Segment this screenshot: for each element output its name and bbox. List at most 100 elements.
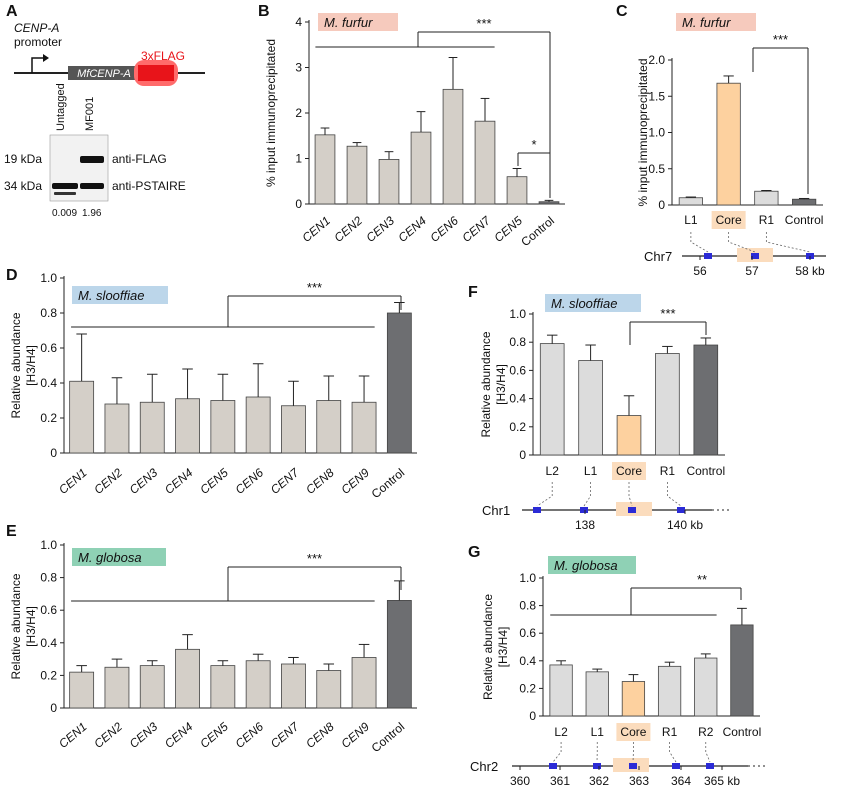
y-tick-label: 0.4	[509, 392, 526, 406]
y-axis-label: % input immunoprecipitated	[636, 58, 650, 206]
bar-l2	[549, 664, 573, 717]
significance-label: ***	[307, 280, 322, 295]
locus-marker	[751, 253, 759, 259]
bar-cen3	[139, 665, 165, 709]
category-label: CEN2	[91, 719, 125, 751]
quant-untagged: 0.009	[52, 208, 77, 219]
band-pstaire-2	[80, 183, 104, 189]
category-label: Control	[369, 466, 408, 502]
category-label: R2	[698, 725, 714, 739]
y-tick-label: 0.2	[40, 668, 57, 682]
y-tick-label: 0.6	[509, 363, 526, 377]
locus-connector	[690, 232, 709, 253]
category-label: CEN2	[91, 465, 125, 497]
bar-l1	[578, 360, 603, 456]
bar-cen2	[104, 403, 130, 454]
panel-letter-b: B	[258, 3, 270, 20]
species-tag-bg	[548, 556, 636, 574]
y-tick-label: 0	[50, 701, 57, 715]
category-label: L2	[546, 464, 560, 478]
y-axis-label: Relative abundance	[479, 331, 493, 437]
gene-box	[68, 66, 140, 80]
coordinate-label: 362	[589, 774, 609, 788]
locus-connector	[536, 482, 553, 507]
bar-cen4	[175, 398, 200, 454]
category-label: CEN9	[338, 465, 372, 497]
category-label: L2	[554, 725, 568, 739]
bar-cen5	[210, 400, 236, 454]
category-label: R1	[759, 213, 775, 227]
chart-panel-e: 0 0.2 0.4 0.6 0.8 1.0 Relative abundance [H3/H4…	[9, 538, 417, 755]
core-label-highlight	[616, 723, 651, 741]
promoter-arrow-icon	[31, 57, 46, 73]
species-tag-bg	[318, 13, 398, 31]
category-label: Control	[723, 725, 762, 739]
bar-core	[616, 415, 642, 456]
bar-cen6	[245, 396, 271, 454]
y-axis-label-2: [H3/H4]	[494, 364, 508, 405]
flag-box	[138, 65, 174, 81]
category-label: CEN6	[233, 465, 267, 497]
category-label: Core	[620, 725, 646, 739]
y-tick-label: 1	[295, 152, 302, 166]
y-tick-label: 0.8	[40, 306, 57, 320]
quant-mf001: 1.96	[82, 208, 102, 219]
bar-cen4	[175, 648, 200, 709]
y-tick-label: 1.0	[40, 271, 57, 285]
coordinate-label: 363	[629, 774, 649, 788]
coordinate-label: 138	[575, 518, 595, 532]
gene-label: MfCENP-A	[77, 68, 131, 80]
coordinate-label: 365 kb	[704, 774, 740, 788]
significance-label: ***	[307, 551, 322, 566]
panel-letter-f: F	[468, 284, 478, 301]
promoter-label-2: promoter	[14, 35, 62, 49]
category-label: Control	[686, 464, 725, 478]
bar-cen7	[281, 405, 306, 454]
lane-label-mf001: MF001	[84, 97, 96, 131]
category-label: CEN8	[303, 465, 337, 497]
y-axis-label-2: [H3/H4]	[24, 345, 38, 386]
category-label: CEN4	[162, 719, 196, 751]
bar-cen5	[506, 176, 528, 205]
chart-panel-f: 0 0.2 0.4 0.6 0.8 1.0 Relative abundance [H3/H4…	[479, 294, 730, 532]
locus-connector	[628, 482, 633, 507]
bar-cen7	[281, 663, 306, 709]
coordinate-label: 364	[671, 774, 691, 788]
y-tick-label: 4	[295, 15, 302, 29]
species-tag: M. furfur	[682, 15, 731, 30]
y-tick-label: 2.0	[648, 53, 665, 67]
category-label: CEN1	[56, 466, 90, 497]
category-label: CEN3	[127, 719, 161, 751]
coordinate-label: 361	[550, 774, 570, 788]
category-label: CEN3	[363, 213, 397, 245]
bar-cen1	[314, 134, 336, 205]
y-tick-label: 1.0	[40, 538, 57, 552]
coordinate-label: 58 kb	[795, 264, 825, 278]
y-tick-label: 0.2	[519, 681, 536, 695]
bar-control	[693, 344, 719, 456]
y-tick-label: 1.0	[509, 307, 526, 321]
category-label: CEN1	[56, 720, 90, 751]
bar-r2	[694, 657, 718, 717]
y-axis-label: Relative abundance	[9, 312, 23, 418]
y-tick-label: 0	[658, 198, 665, 212]
bar-r1	[657, 665, 682, 717]
locus-connector	[667, 482, 682, 507]
locus-marker	[593, 763, 601, 769]
category-label: CEN7	[268, 719, 303, 751]
category-label: Control	[369, 720, 408, 756]
y-axis-label-2: [H3/H4]	[496, 627, 510, 668]
locus-marker	[628, 507, 636, 513]
locus-connector	[583, 482, 591, 507]
chart-panel-d: 0 0.2 0.4 0.6 0.8 1.0 Relative abundance [H3/H4…	[9, 271, 417, 501]
chromosome-label: Chr1	[482, 503, 510, 518]
category-label: R1	[660, 464, 676, 478]
species-tag: M. globosa	[554, 558, 618, 573]
significance-label: *	[531, 137, 536, 152]
bar-cen4	[410, 131, 432, 205]
bar-core	[621, 681, 646, 717]
lane-label-untagged: Untagged	[55, 83, 67, 131]
locus-marker	[580, 507, 588, 513]
bar-cen9	[351, 401, 377, 454]
bar-cen3	[139, 401, 165, 454]
